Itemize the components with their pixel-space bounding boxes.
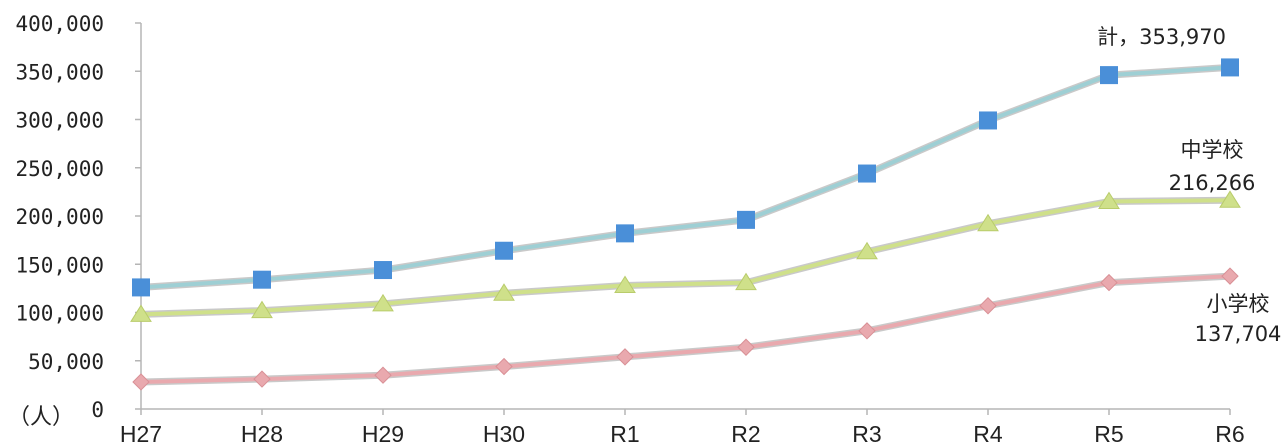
data-point-triangle	[614, 275, 636, 293]
x-tick-label: R5	[1094, 421, 1123, 447]
data-point-diamond	[374, 366, 392, 384]
data-point-diamond	[253, 370, 271, 388]
series-2	[132, 267, 1239, 391]
x-tick-label: R2	[731, 421, 760, 447]
data-point-square	[132, 278, 150, 297]
series-end-label: 137,704	[1195, 322, 1281, 346]
y-tick-label: 150,000	[15, 253, 104, 277]
y-tick-label: 0	[91, 398, 104, 422]
data-point-diamond	[858, 322, 876, 340]
data-point-triangle	[735, 272, 757, 291]
labels-layer: 計，353,970 中学校 216,266 小学校 137,704	[1097, 25, 1281, 346]
data-point-diamond	[737, 338, 755, 356]
data-point-square	[737, 210, 755, 229]
y-tick-label: 50,000	[28, 350, 104, 374]
y-tick-label: 100,000	[15, 302, 104, 326]
data-point-square	[616, 224, 634, 243]
series-line	[140, 65, 1231, 290]
x-tick-label: R6	[1215, 421, 1244, 447]
x-tick-label: R3	[852, 421, 881, 447]
data-point-triangle	[1098, 191, 1120, 210]
x-tick-label: H30	[483, 421, 525, 447]
y-tick-label: 200,000	[15, 205, 104, 229]
x-tick-label: H29	[362, 421, 404, 447]
data-point-square	[1221, 58, 1239, 77]
data-point-diamond	[132, 373, 150, 391]
data-point-triangle	[372, 293, 394, 312]
axes: 0 50,000 100,000 150,000 200,000 250,000 300,0…	[8, 12, 1245, 447]
data-point-square	[253, 270, 271, 289]
y-axis-unit-label: （人）	[8, 405, 74, 430]
data-point-diamond	[1100, 273, 1118, 292]
data-point-square	[1100, 66, 1118, 85]
series-end-label: 216,266	[1169, 171, 1256, 195]
y-tick-label: 400,000	[15, 12, 104, 36]
data-point-square	[495, 241, 513, 260]
series-line	[140, 198, 1231, 317]
x-tick-label: H27	[120, 421, 162, 447]
x-tick-label: R1	[610, 421, 639, 447]
series-end-label: 小学校	[1207, 292, 1270, 316]
x-tick-label: H28	[241, 421, 283, 447]
x-tick-label: R4	[973, 421, 1003, 447]
y-tick-label: 250,000	[15, 157, 104, 181]
data-point-triangle	[493, 283, 515, 301]
data-point-diamond	[1221, 267, 1239, 285]
series-end-label: 中学校	[1181, 138, 1244, 162]
data-point-diamond	[979, 297, 997, 315]
data-point-square	[858, 164, 876, 183]
data-point-square	[979, 111, 997, 130]
data-point-diamond	[616, 348, 634, 366]
series-end-label: 計，353,970	[1097, 25, 1226, 49]
data-point-diamond	[495, 357, 513, 376]
series-1	[130, 190, 1241, 322]
data-point-triangle	[977, 213, 999, 232]
data-point-triangle	[1219, 190, 1241, 208]
data-point-triangle	[251, 300, 273, 319]
y-tick-label: 350,000	[15, 60, 104, 84]
series-layer	[130, 58, 1241, 391]
data-point-triangle	[130, 304, 152, 322]
series-0	[132, 58, 1239, 297]
y-tick-label: 300,000	[15, 109, 104, 133]
data-point-triangle	[856, 241, 878, 260]
data-point-square	[374, 261, 392, 280]
series-line	[140, 274, 1231, 384]
